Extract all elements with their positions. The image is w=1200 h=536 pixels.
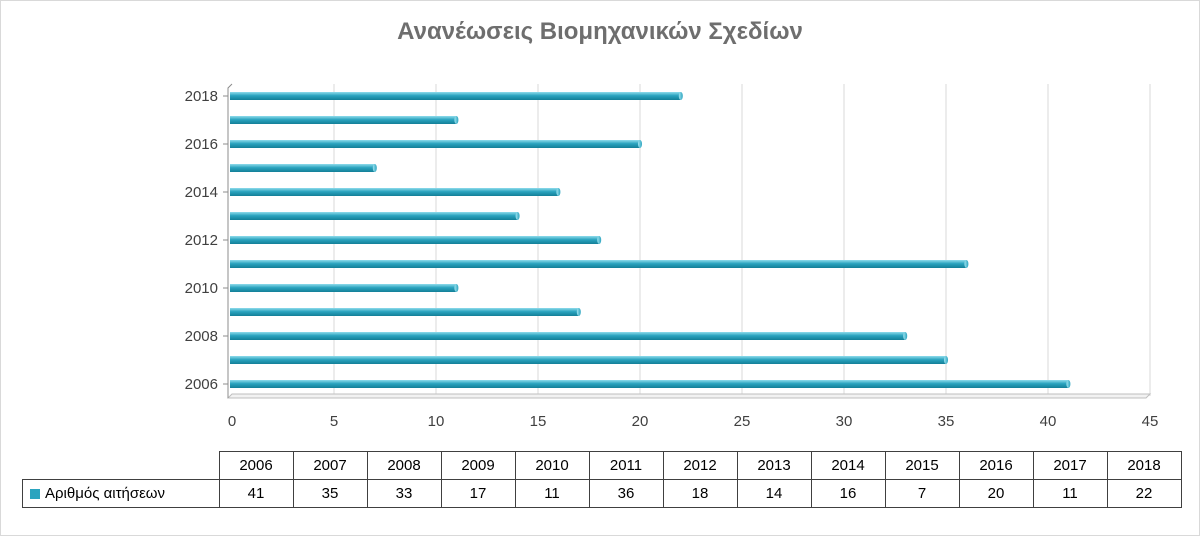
bar-end-cap (372, 164, 377, 172)
x-tick-label: 20 (632, 413, 649, 430)
table-year-cell: 2016 (958, 451, 1034, 480)
table-year-cell: 2008 (366, 451, 442, 480)
bar (230, 356, 946, 364)
bar-end-cap (515, 212, 520, 220)
x-tick-label: 25 (734, 413, 751, 430)
table-year-cell: 2014 (810, 451, 886, 480)
table-value-cell: 7 (884, 479, 960, 508)
bar (230, 92, 681, 100)
table-year-cell: 2010 (514, 451, 590, 480)
bar (230, 188, 559, 196)
bar-end-cap (454, 116, 459, 124)
table-value-cell: 14 (736, 479, 812, 508)
table-value-cell: 17 (440, 479, 516, 508)
bar-end-cap (556, 188, 561, 196)
y-tick-label: 2010 (185, 280, 218, 297)
x-tick-label: 40 (1040, 413, 1057, 430)
year-header-row: 2006 2007 2008 2009 2010 2011 2012 2013 2014 2015… (23, 451, 1182, 480)
bar (230, 116, 457, 124)
table-value-cell: 35 (292, 479, 368, 508)
table-value-cell: 11 (514, 479, 590, 508)
table-year-cell: 2012 (662, 451, 738, 480)
x-tick-label: 0 (228, 413, 236, 430)
bar-end-cap (944, 356, 948, 364)
x-tick-label: 30 (836, 413, 853, 430)
x-axis-floor (226, 393, 1152, 399)
table-value-cell: 36 (588, 479, 664, 508)
table-year-cell: 2007 (292, 451, 368, 480)
table-value-cell: 11 (1032, 479, 1108, 508)
bar (230, 164, 375, 172)
bar (230, 236, 600, 244)
table-value-cell: 41 (218, 479, 294, 508)
y-tick-label: 2016 (185, 136, 218, 153)
table-corner (23, 452, 220, 480)
chart-title: Ανανέωσεις Βιομηχανικών Σχεδίων (397, 18, 803, 45)
bar-end-cap (903, 332, 908, 340)
table-year-cell: 2013 (736, 451, 812, 480)
legend-label: Αριθμός αιτήσεων (45, 485, 166, 502)
table-year-cell: 2011 (588, 451, 664, 480)
table-year-cell: 2017 (1032, 451, 1108, 480)
bar (230, 260, 967, 268)
y-tick-label: 2014 (185, 184, 218, 201)
bar (230, 140, 640, 148)
table-value-cell: 33 (366, 479, 442, 508)
table-value-cell: 16 (810, 479, 886, 508)
bar (230, 284, 457, 292)
bar-end-cap (964, 260, 969, 268)
y-tick-label: 2008 (185, 328, 218, 345)
y-tick-label: 2006 (185, 376, 218, 393)
legend-swatch (30, 489, 40, 499)
bar (230, 380, 1069, 388)
table-value-cell: 22 (1106, 479, 1182, 508)
legend-entry: Αριθμός αιτήσεων (22, 479, 220, 508)
bar (230, 308, 579, 316)
bar-end-cap (638, 140, 642, 148)
table-year-cell: 2015 (884, 451, 960, 480)
bar-end-cap (678, 92, 683, 100)
y-tick-label: 2012 (185, 232, 218, 249)
table-value-cell: 20 (958, 479, 1034, 508)
data-table: 2006 2007 2008 2009 2010 2011 2012 2013 2014 2015… (22, 451, 1182, 508)
x-tick-label: 35 (938, 413, 955, 430)
value-row: Αριθμός αιτήσεων 41 35 33 17 11 36 18 14 16 7 20 11 2… (22, 479, 1182, 508)
x-tick-label: 10 (428, 413, 445, 430)
table-value-cell: 18 (662, 479, 738, 508)
table-year-cell: 2009 (440, 451, 516, 480)
bar (230, 332, 906, 340)
x-tick-label: 15 (530, 413, 547, 430)
x-tick-label: 45 (1142, 413, 1159, 430)
bar-end-cap (576, 308, 581, 316)
bar-end-cap (1066, 380, 1071, 388)
table-year-cell: 2006 (218, 451, 294, 480)
table-year-cell: 2018 (1106, 451, 1182, 480)
bar-end-cap (597, 236, 602, 244)
x-tick-label: 5 (330, 413, 338, 430)
y-tick-label: 2018 (185, 88, 218, 105)
y-axis-line (227, 83, 233, 398)
bar (230, 212, 518, 220)
bar-end-cap (454, 284, 459, 292)
